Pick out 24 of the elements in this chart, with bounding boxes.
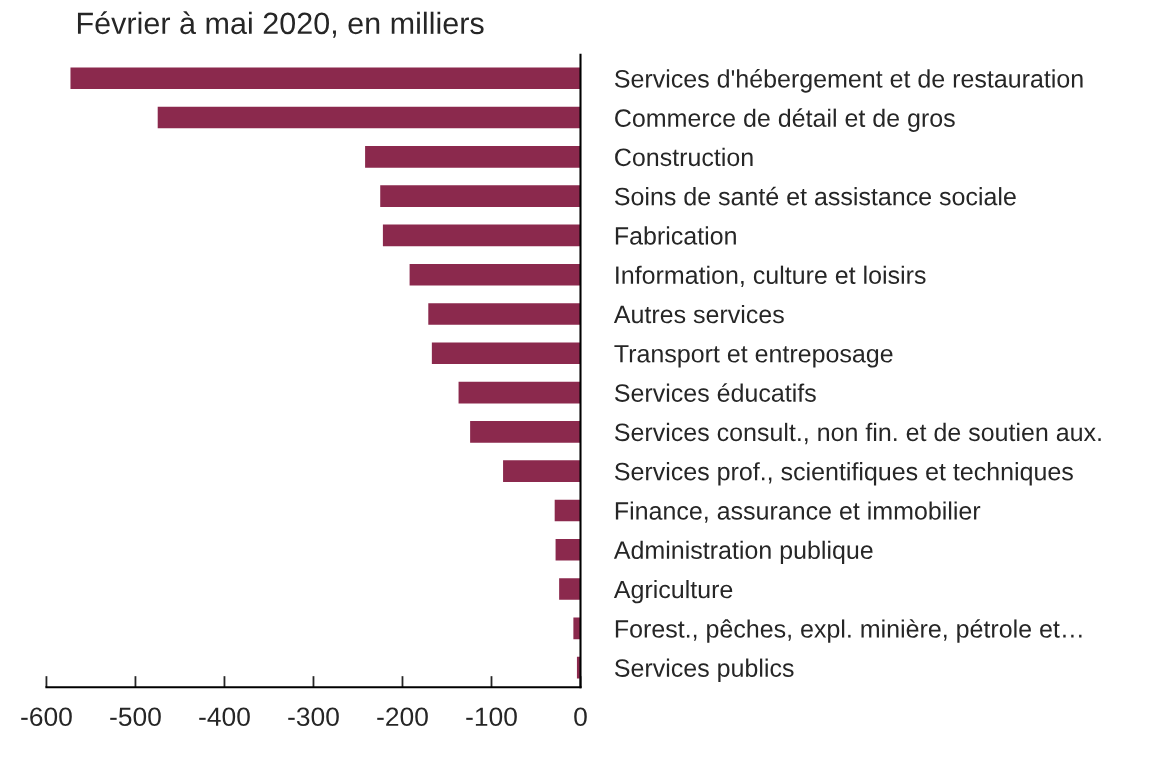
y-tick-label: Finance, assurance et immobilier xyxy=(615,501,981,523)
x-tick-label: -500 xyxy=(110,707,161,727)
y-tick-label: Agriculture xyxy=(613,579,733,604)
y-tick-label: Services consult., non fin. et de soutien aux. xyxy=(614,422,1101,445)
x-tick-label: -400 xyxy=(199,707,250,727)
y-tick-label: Services éducatifs xyxy=(614,383,816,402)
y-tick-label: Transport et entreposage xyxy=(614,345,893,368)
y-tick-label: Fabrication xyxy=(615,226,736,245)
y-tick-label: Soins de santé et assistance sociale xyxy=(614,186,1016,206)
chart-title: Février à mai 2020, en milliers xyxy=(77,11,484,38)
y-tick-label: Autres services xyxy=(613,304,784,324)
x-tick-label: 0 xyxy=(574,707,587,727)
y-tick-label: Information, culture et loisirs xyxy=(616,265,926,287)
y-tick-label: Services prof., scientifiques et techniques xyxy=(614,462,1073,486)
y-tick-label: Construction xyxy=(615,147,753,167)
y-tick-label: Commerce de détail et de gros xyxy=(615,108,955,132)
x-tick-label: -100 xyxy=(466,707,517,727)
y-tick-label: Services d'hébergement et de restauration xyxy=(614,69,1083,93)
x-tick-label: -300 xyxy=(288,707,339,727)
x-tick-label: -600 xyxy=(21,707,72,727)
y-tick-label: Forest., pêches, expl. minière, pétrole et… xyxy=(615,619,1082,643)
x-tick-label: -200 xyxy=(377,707,428,727)
y-tick-label: Administration publique xyxy=(613,540,873,564)
y-tick-label: Services publics xyxy=(614,658,794,682)
